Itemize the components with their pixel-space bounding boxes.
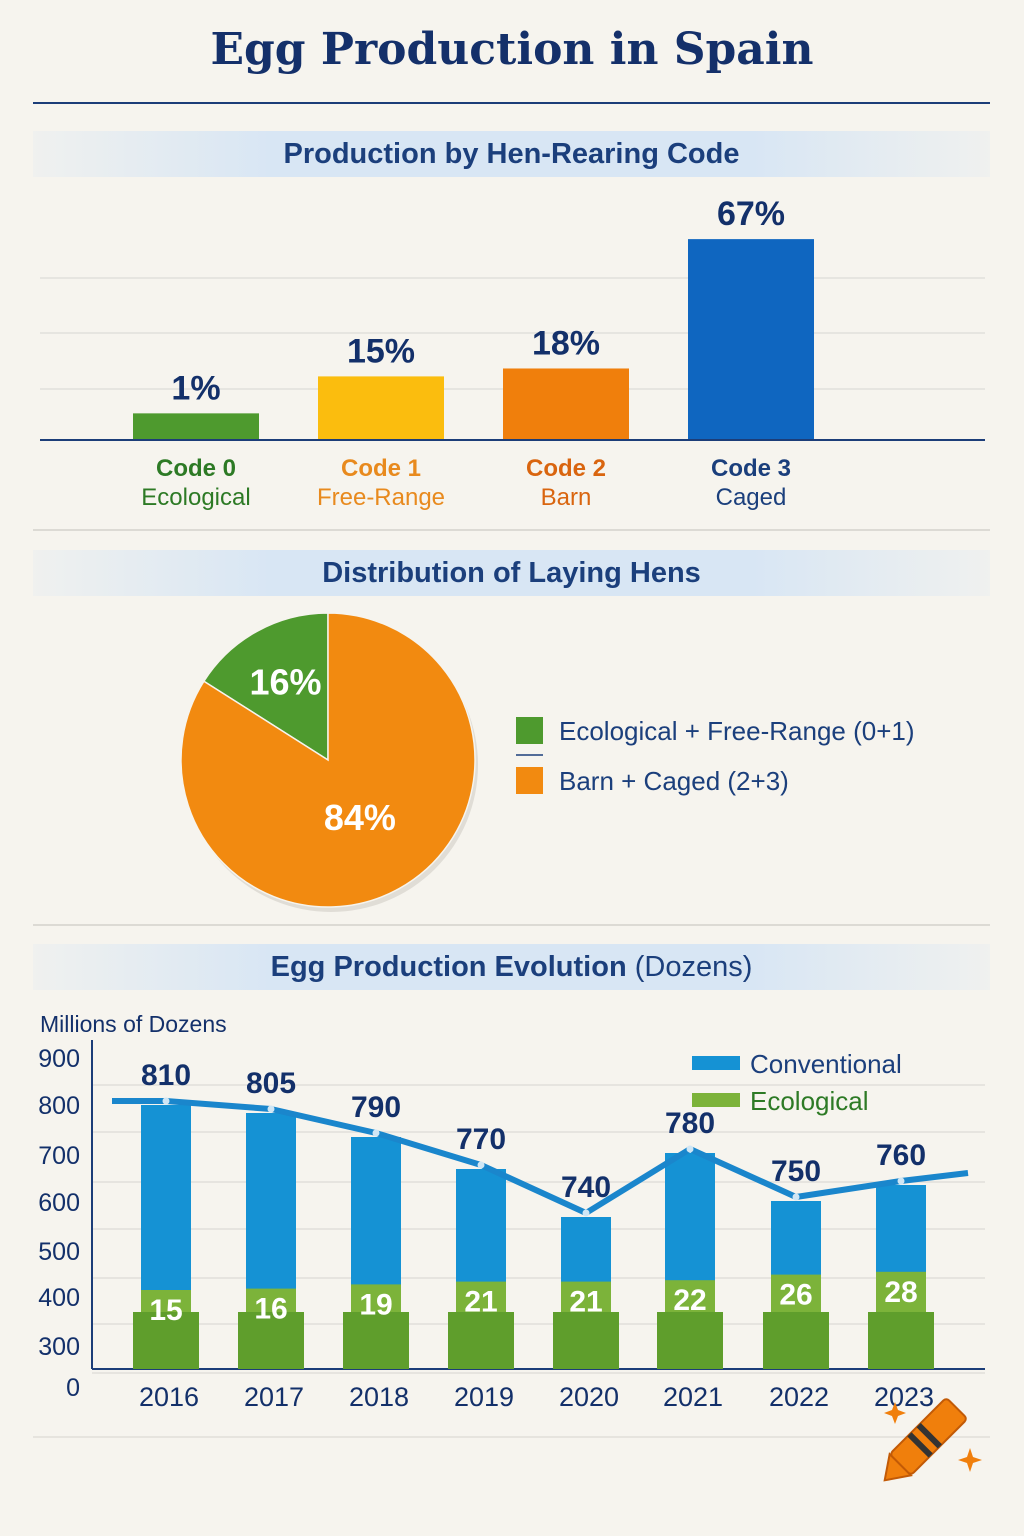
trend-point — [162, 1097, 170, 1105]
section-divider — [33, 529, 990, 531]
ecological-value-label: 19 — [359, 1288, 392, 1321]
ecological-bar-base — [448, 1312, 514, 1369]
ecological-value-label: 22 — [673, 1284, 706, 1317]
category-name-label: Caged — [716, 484, 787, 511]
y-tick-label: 600 — [38, 1189, 80, 1217]
trend-point — [477, 1161, 485, 1169]
bar-free-range — [318, 376, 444, 440]
category-code-label: Code 2 — [526, 455, 606, 482]
production-evolution-chart: Millions of Dozens 900 800 700 600 500 400 300 0… — [38, 1011, 985, 1412]
ecological-value-label: 28 — [884, 1276, 917, 1309]
ecological-bar-base — [657, 1312, 723, 1369]
y-axis-title: Millions of Dozens — [40, 1011, 227, 1037]
conventional-value-label: 740 — [561, 1171, 611, 1204]
conventional-value-label: 760 — [876, 1139, 926, 1172]
category-name-label: Barn — [541, 484, 592, 511]
section-header-distribution: Distribution of Laying Hens — [33, 550, 990, 596]
legend-label-ecological: Ecological — [750, 1086, 869, 1116]
conventional-value-label: 750 — [771, 1155, 821, 1188]
category-code-label: Code 0 — [156, 455, 236, 482]
bar-value-label: 67% — [717, 195, 785, 233]
conventional-trend-line — [112, 1098, 969, 1216]
legend-label: Ecological + Free-Range (0+1) — [559, 716, 915, 746]
ecological-bar-base — [553, 1312, 619, 1369]
ecological-bar-base — [868, 1312, 934, 1369]
pie-slice — [180, 612, 476, 908]
trend-point — [372, 1129, 380, 1137]
x-tick-label: 2018 — [349, 1382, 409, 1412]
y-tick-label: 700 — [38, 1142, 80, 1170]
pie-value-label: 84% — [324, 797, 396, 838]
section-title: Egg Production Evolution — [270, 951, 627, 983]
conventional-value-label: 790 — [351, 1091, 401, 1124]
section-header-production-by-code: Production by Hen-Rearing Code — [33, 131, 990, 177]
legend-swatch — [516, 767, 543, 794]
pie-value-label: 16% — [249, 662, 321, 703]
category-name-label: Free-Range — [317, 484, 445, 511]
section-divider — [33, 924, 990, 926]
conventional-value-label: 770 — [456, 1123, 506, 1156]
legend-label: Barn + Caged (2+3) — [559, 766, 789, 796]
bar-value-label: 15% — [347, 332, 415, 370]
y-tick-label: 300 — [38, 1333, 80, 1361]
ecological-bar-base — [133, 1312, 199, 1369]
ecological-value-label: 26 — [779, 1279, 812, 1312]
trend-point — [582, 1209, 590, 1217]
trend-point — [792, 1193, 800, 1201]
section-title-suffix: (Dozens) — [634, 951, 753, 983]
conventional-value-label: 810 — [141, 1059, 191, 1092]
trend-point — [897, 1177, 905, 1185]
legend-swatch-conventional — [692, 1056, 740, 1070]
section-header-evolution: Egg Production Evolution (Dozens) — [33, 944, 990, 990]
distribution-pie-chart: 16% Ecological + Free-Range (0+1) 84% Barn … — [180, 612, 915, 912]
x-tick-label: 2021 — [663, 1382, 723, 1412]
legend-swatch-ecological — [692, 1093, 740, 1107]
conventional-value-label: 780 — [665, 1107, 715, 1140]
section-title: Production by Hen-Rearing Code — [283, 138, 740, 170]
bar-barn — [503, 368, 629, 440]
y-tick-label: 800 — [38, 1092, 80, 1120]
y-tick-label: 0 — [66, 1374, 80, 1402]
x-tick-label: 2019 — [454, 1382, 514, 1412]
category-code-label: Code 3 — [711, 455, 791, 482]
bar-value-label: 18% — [532, 324, 600, 362]
x-tick-label: 2020 — [559, 1382, 619, 1412]
x-tick-label: 2023 — [874, 1382, 934, 1412]
ecological-value-label: 15 — [149, 1294, 182, 1327]
y-tick-label: 500 — [38, 1238, 80, 1266]
y-tick-label: 900 — [38, 1045, 80, 1073]
trend-point — [686, 1145, 694, 1153]
ecological-bar-base — [763, 1312, 829, 1369]
ecological-bar-base — [343, 1312, 409, 1369]
conventional-value-label: 805 — [246, 1067, 296, 1100]
ecological-value-label: 21 — [464, 1286, 497, 1319]
y-tick-label: 400 — [38, 1284, 80, 1312]
x-tick-label: 2022 — [769, 1382, 829, 1412]
page-title: Egg Production in Spain — [210, 24, 814, 75]
category-name-label: Ecological — [141, 484, 250, 511]
bar-value-label: 1% — [171, 369, 220, 407]
legend-label-conventional: Conventional — [750, 1049, 902, 1079]
pie-slice — [202, 612, 329, 762]
x-tick-label: 2016 — [139, 1382, 199, 1412]
crayon-icon — [883, 1398, 982, 1482]
legend-swatch — [516, 717, 543, 744]
title-rule — [33, 102, 990, 104]
x-tick-label: 2017 — [244, 1382, 304, 1412]
bar-ecological — [133, 413, 259, 440]
section-title: Distribution of Laying Hens — [322, 557, 701, 589]
category-code-label: Code 1 — [341, 455, 421, 482]
ecological-value-label: 16 — [254, 1293, 287, 1326]
ecological-bar-base — [238, 1312, 304, 1369]
bar-caged — [688, 239, 814, 440]
section-divider — [33, 1436, 990, 1438]
trend-point — [267, 1105, 275, 1113]
ecological-value-label: 21 — [569, 1286, 602, 1319]
